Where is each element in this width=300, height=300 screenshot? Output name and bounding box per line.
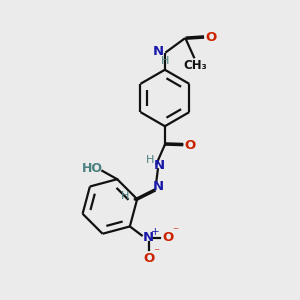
Text: H: H [146, 155, 154, 165]
Text: CH₃: CH₃ [184, 59, 207, 72]
Text: H: H [161, 56, 169, 66]
Text: ⁻: ⁻ [153, 246, 159, 260]
Text: O: O [143, 252, 155, 265]
Text: H: H [121, 191, 130, 201]
Text: O: O [184, 139, 196, 152]
Text: O: O [163, 231, 174, 244]
Text: N: N [153, 45, 164, 58]
Text: N: N [143, 231, 154, 244]
Text: N: N [152, 180, 164, 194]
Text: ⁻: ⁻ [172, 225, 178, 238]
Text: HO: HO [82, 162, 103, 175]
Text: +: + [152, 227, 160, 237]
Text: O: O [205, 31, 216, 44]
Text: N: N [154, 159, 165, 172]
